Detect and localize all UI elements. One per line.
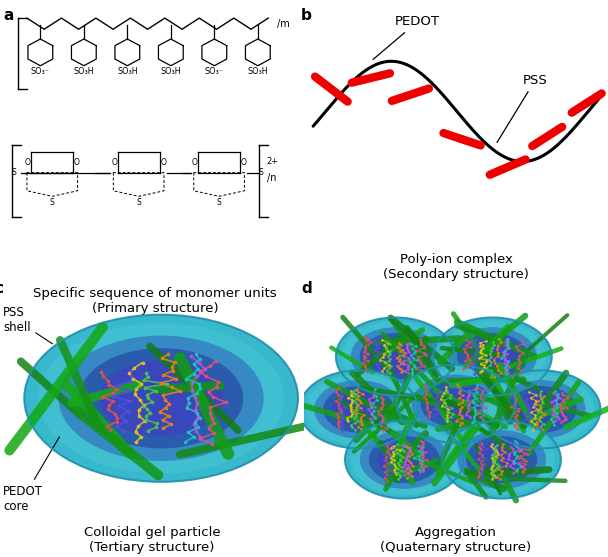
Ellipse shape: [342, 321, 449, 392]
Ellipse shape: [351, 424, 458, 495]
Ellipse shape: [412, 374, 500, 433]
Ellipse shape: [336, 317, 454, 395]
Ellipse shape: [421, 380, 491, 427]
Ellipse shape: [457, 333, 528, 380]
Ellipse shape: [345, 421, 463, 499]
Text: Poly-ion complex
(Secondary structure): Poly-ion complex (Secondary structure): [383, 253, 529, 281]
Ellipse shape: [448, 328, 537, 386]
Ellipse shape: [323, 386, 394, 433]
Ellipse shape: [497, 380, 586, 439]
Ellipse shape: [314, 380, 403, 439]
Text: O: O: [192, 158, 198, 167]
Text: c: c: [0, 281, 3, 296]
Ellipse shape: [429, 387, 483, 421]
Ellipse shape: [466, 436, 537, 483]
Ellipse shape: [482, 370, 601, 448]
Ellipse shape: [514, 392, 568, 427]
Ellipse shape: [402, 369, 510, 439]
Text: PSS
shell: PSS shell: [3, 306, 52, 344]
Ellipse shape: [332, 392, 385, 427]
Ellipse shape: [24, 315, 298, 482]
Ellipse shape: [466, 339, 519, 374]
Ellipse shape: [360, 430, 449, 489]
Text: Colloidal gel particle
(Tertiary structure): Colloidal gel particle (Tertiary structu…: [84, 526, 220, 554]
Text: O: O: [241, 158, 246, 167]
Ellipse shape: [38, 323, 284, 473]
Ellipse shape: [351, 328, 440, 386]
Text: S: S: [50, 198, 55, 207]
Text: PEDOT: PEDOT: [373, 15, 440, 60]
Ellipse shape: [396, 365, 515, 443]
Ellipse shape: [58, 335, 264, 461]
Text: S: S: [11, 168, 16, 177]
Text: /m: /m: [277, 19, 290, 28]
Ellipse shape: [360, 333, 430, 380]
Ellipse shape: [457, 430, 546, 489]
Text: S: S: [258, 168, 263, 177]
Text: b: b: [301, 8, 312, 23]
Ellipse shape: [448, 424, 555, 495]
Text: PSS: PSS: [497, 74, 548, 143]
Ellipse shape: [475, 442, 528, 477]
Ellipse shape: [368, 436, 440, 483]
Text: O: O: [25, 158, 31, 167]
Ellipse shape: [305, 374, 412, 444]
Text: Aggregation
(Quaternary structure): Aggregation (Quaternary structure): [381, 526, 531, 554]
Ellipse shape: [300, 370, 418, 448]
Text: PEDOT
core: PEDOT core: [3, 437, 60, 512]
Text: SO₃⁻: SO₃⁻: [31, 67, 50, 76]
Ellipse shape: [368, 339, 422, 374]
Text: Specific sequence of monomer units
(Primary structure): Specific sequence of monomer units (Prim…: [33, 287, 277, 315]
Text: SO₃H: SO₃H: [117, 67, 137, 76]
Text: SO₃H: SO₃H: [247, 67, 268, 76]
Ellipse shape: [443, 421, 561, 499]
Text: S: S: [136, 198, 141, 207]
Ellipse shape: [378, 442, 431, 477]
Ellipse shape: [433, 317, 552, 395]
Ellipse shape: [439, 321, 546, 392]
Text: O: O: [74, 158, 80, 167]
Text: a: a: [3, 8, 13, 23]
Ellipse shape: [488, 374, 595, 444]
Text: /n: /n: [267, 173, 276, 183]
Text: O: O: [111, 158, 117, 167]
Text: d: d: [301, 281, 312, 296]
Text: SO₃⁻: SO₃⁻: [205, 67, 224, 76]
Text: SO₃H: SO₃H: [74, 67, 94, 76]
Text: 2+: 2+: [267, 157, 279, 166]
Ellipse shape: [79, 348, 243, 448]
Text: S: S: [216, 198, 221, 207]
Text: O: O: [160, 158, 166, 167]
Text: SO₃H: SO₃H: [161, 67, 181, 76]
Ellipse shape: [100, 361, 223, 436]
Ellipse shape: [506, 386, 576, 433]
